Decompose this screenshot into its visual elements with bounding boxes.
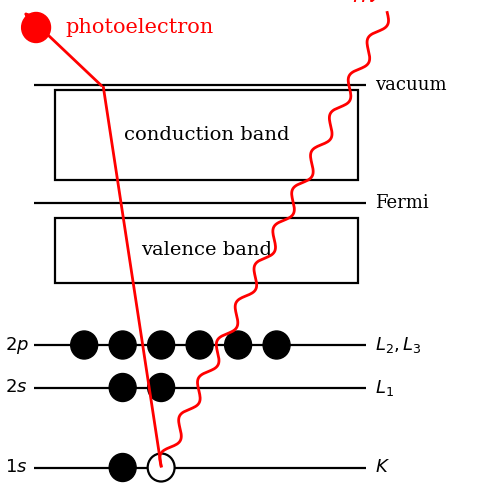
- Text: $2s$: $2s$: [5, 378, 27, 396]
- Text: $L_2, L_3$: $L_2, L_3$: [374, 335, 421, 355]
- Circle shape: [263, 331, 289, 359]
- Text: photoelectron: photoelectron: [65, 18, 213, 37]
- Text: $h\nu$: $h\nu$: [351, 0, 379, 8]
- Bar: [55, 90, 358, 180]
- Circle shape: [109, 454, 136, 481]
- Circle shape: [109, 331, 136, 359]
- Text: $L_1$: $L_1$: [374, 378, 393, 398]
- Text: $K$: $K$: [374, 458, 389, 476]
- Text: conduction band: conduction band: [124, 126, 289, 144]
- Circle shape: [186, 331, 213, 359]
- Circle shape: [147, 454, 174, 481]
- Text: $1s$: $1s$: [5, 458, 27, 476]
- Circle shape: [22, 12, 50, 42]
- Bar: [55, 218, 358, 282]
- Circle shape: [71, 331, 97, 359]
- Circle shape: [147, 374, 174, 402]
- Text: $2p$: $2p$: [5, 334, 29, 355]
- Text: vacuum: vacuum: [374, 76, 446, 94]
- Text: valence band: valence band: [141, 241, 272, 259]
- Circle shape: [147, 331, 174, 359]
- Circle shape: [224, 331, 251, 359]
- Circle shape: [109, 374, 136, 402]
- Text: Fermi: Fermi: [374, 194, 428, 212]
